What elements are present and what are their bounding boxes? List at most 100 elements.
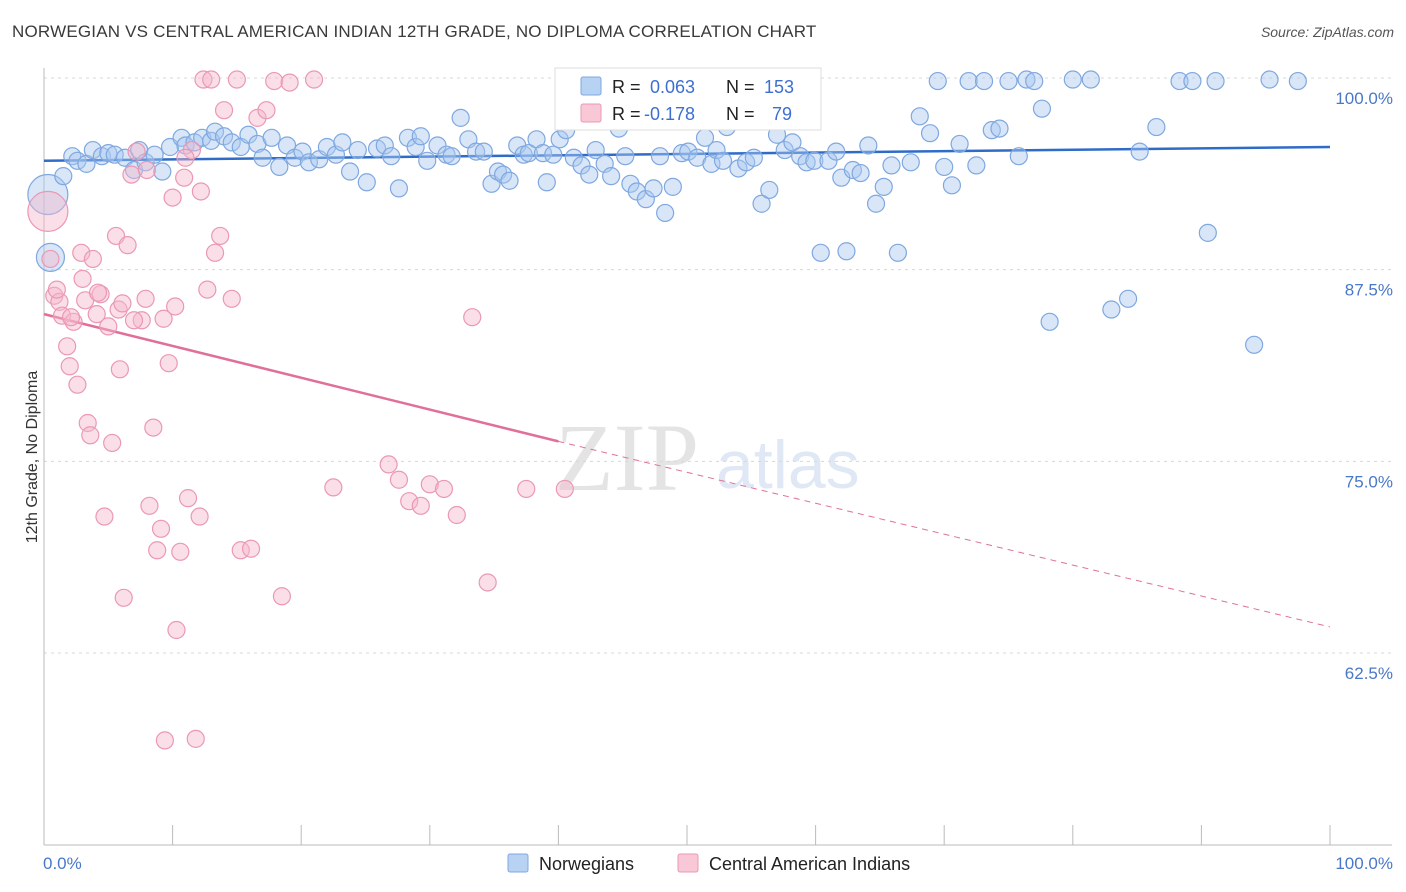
point-cai-1	[41, 249, 60, 269]
point-norwegians-63	[519, 144, 538, 163]
point-norwegians-114	[882, 156, 901, 175]
legend-n-value-1: 153	[764, 77, 794, 97]
point-norwegians-108	[837, 242, 856, 261]
point-norwegians-45	[389, 179, 409, 198]
point-norwegians-28	[253, 148, 272, 167]
point-norwegians-71	[572, 156, 591, 175]
point-norwegians-121	[942, 176, 962, 195]
point-cai-50	[241, 539, 261, 558]
point-norwegians-97	[760, 180, 779, 200]
point-cai-75	[124, 311, 144, 330]
point-norwegians-41	[357, 173, 376, 192]
legend-r-value-2: -0.178	[644, 104, 695, 124]
legend-swatch-cai	[580, 103, 602, 123]
trend-line-norwegians	[43, 145, 1331, 163]
point-norwegians-8	[99, 144, 118, 163]
point-cai-17	[99, 317, 118, 336]
point-cai-66	[478, 573, 497, 592]
point-norwegians-47	[406, 137, 425, 157]
point-cai-28	[144, 418, 163, 437]
point-norwegians-110	[851, 163, 870, 183]
point-norwegians-102	[797, 153, 816, 172]
point-cai-25	[132, 311, 151, 330]
point-norwegians-72	[580, 165, 599, 184]
point-norwegians-104	[811, 243, 830, 262]
point-norwegians-145	[1260, 70, 1279, 89]
point-cai-39	[186, 729, 205, 748]
point-cai-71	[73, 269, 92, 288]
y-axis-label: 12th Grade, No Diploma	[24, 371, 41, 544]
point-cai-46	[214, 101, 234, 120]
x-tick-label-min: 0.0%	[43, 854, 82, 873]
point-cai-42	[198, 280, 217, 299]
point-cai-40	[190, 507, 209, 526]
point-cai-12	[81, 426, 100, 445]
point-norwegians-144	[1245, 335, 1264, 354]
point-cai-61	[411, 496, 430, 515]
point-cai-18	[103, 433, 122, 453]
trend-line-cai-extended	[558, 440, 1331, 628]
point-norwegians-86	[679, 142, 698, 161]
point-norwegians-55	[466, 142, 486, 161]
point-norwegians-60	[500, 171, 519, 190]
point-norwegians-70	[564, 148, 583, 167]
legend-box: R = 0.063 N = 153 R = -0.178 N = 79	[554, 67, 822, 131]
point-norwegians-96	[752, 194, 771, 213]
point-cai-68	[555, 479, 574, 499]
point-norwegians-14	[145, 145, 164, 164]
point-cai-34	[167, 620, 186, 640]
point-cai-22	[118, 236, 137, 255]
point-cai-64	[447, 505, 466, 525]
point-norwegians-22	[205, 122, 225, 141]
point-norwegians-137	[1118, 289, 1138, 308]
point-norwegians-9	[105, 145, 124, 164]
point-norwegians-140	[1170, 71, 1189, 91]
point-norwegians-68	[550, 130, 569, 149]
point-norwegians-129	[1009, 147, 1028, 166]
point-norwegians-95	[744, 148, 763, 167]
point-cai-44	[205, 243, 225, 262]
point-cai-41	[194, 70, 213, 89]
point-norwegians-43	[375, 136, 394, 155]
y-tick-label-1: 75.0%	[1345, 472, 1393, 491]
legend-n-label-2: N =	[726, 104, 755, 124]
point-norwegians-119	[928, 71, 947, 91]
point-cai-16	[95, 507, 114, 526]
point-cai-63	[434, 479, 454, 499]
point-norwegians-38	[333, 133, 352, 152]
point-cai-67	[517, 479, 536, 499]
point-cai-78	[166, 297, 185, 316]
point-norwegians-123	[959, 71, 978, 91]
point-norwegians-90	[707, 140, 726, 160]
point-norwegians-2	[54, 167, 73, 186]
point-cai-53	[265, 71, 284, 91]
point-cai-76	[137, 160, 156, 180]
point-cai-74	[113, 294, 132, 313]
watermark-atlas: atlas	[716, 427, 860, 503]
point-cai-26	[136, 289, 155, 308]
point-norwegians-143	[1206, 71, 1225, 91]
bottom-legend-label-cai: Central American Indians	[709, 854, 910, 874]
point-norwegians-142	[1198, 223, 1217, 242]
legend-r-value-1: 0.063	[650, 77, 695, 97]
point-cai-27	[140, 496, 159, 515]
point-cai-35	[171, 542, 190, 561]
point-norwegians-115	[888, 243, 908, 262]
point-norwegians-81	[644, 179, 663, 198]
point-norwegians-132	[1032, 99, 1052, 118]
point-cai-65	[463, 308, 482, 327]
point-norwegians-124	[967, 156, 986, 175]
point-norwegians-10	[115, 148, 135, 167]
legend-r-label-2: R =	[612, 104, 641, 124]
point-cai-32	[159, 354, 178, 373]
point-cai-20	[110, 360, 129, 379]
trend-line-cai	[43, 312, 559, 443]
point-norwegians-15	[153, 162, 172, 181]
point-cai-29	[148, 541, 167, 560]
point-norwegians-6	[83, 140, 102, 160]
point-cai-6	[60, 357, 79, 376]
point-norwegians-127	[990, 119, 1009, 138]
point-norwegians-136	[1102, 300, 1121, 319]
point-cai-55	[280, 73, 299, 92]
point-norwegians-116	[901, 153, 920, 172]
